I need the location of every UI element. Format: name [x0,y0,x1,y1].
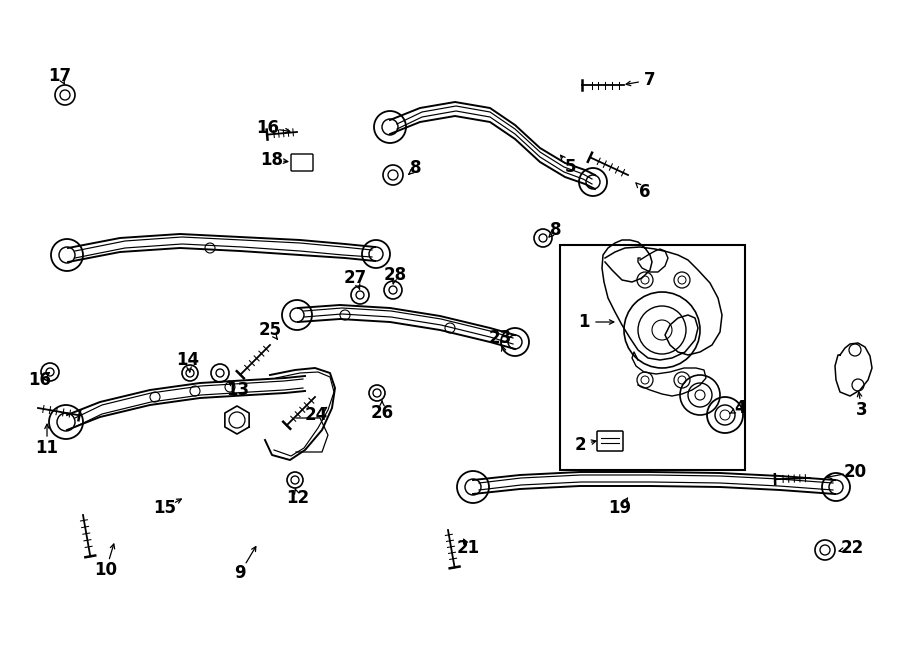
Text: 19: 19 [608,499,632,517]
Text: 18: 18 [260,151,284,169]
Text: 2: 2 [574,436,586,454]
Text: 1: 1 [578,313,590,331]
Text: 17: 17 [49,67,72,85]
Text: 23: 23 [489,329,511,347]
Text: 8: 8 [410,159,422,177]
Text: 3: 3 [856,401,868,419]
Text: 16: 16 [256,119,280,137]
Text: 4: 4 [734,399,746,417]
Text: 25: 25 [258,321,282,339]
FancyBboxPatch shape [597,431,623,451]
Text: 27: 27 [344,269,366,287]
Text: 20: 20 [843,463,867,481]
FancyBboxPatch shape [291,154,313,171]
Text: 9: 9 [234,564,246,582]
Bar [560,245,745,470]
Text: 26: 26 [371,404,393,422]
Text: 11: 11 [35,439,58,457]
Text: 10: 10 [94,561,118,579]
Text: 14: 14 [176,351,200,369]
Text: 15: 15 [154,499,176,517]
Text: 5: 5 [564,158,576,176]
Text: 21: 21 [456,539,480,557]
Text: 16: 16 [29,371,51,389]
Text: 12: 12 [286,489,310,507]
Text: 13: 13 [227,381,249,399]
Text: 22: 22 [841,539,864,557]
Text: 7: 7 [644,71,656,89]
Text: 28: 28 [383,266,407,284]
Text: 8: 8 [550,221,562,239]
Text: 6: 6 [639,183,651,201]
Text: 24: 24 [304,406,328,424]
